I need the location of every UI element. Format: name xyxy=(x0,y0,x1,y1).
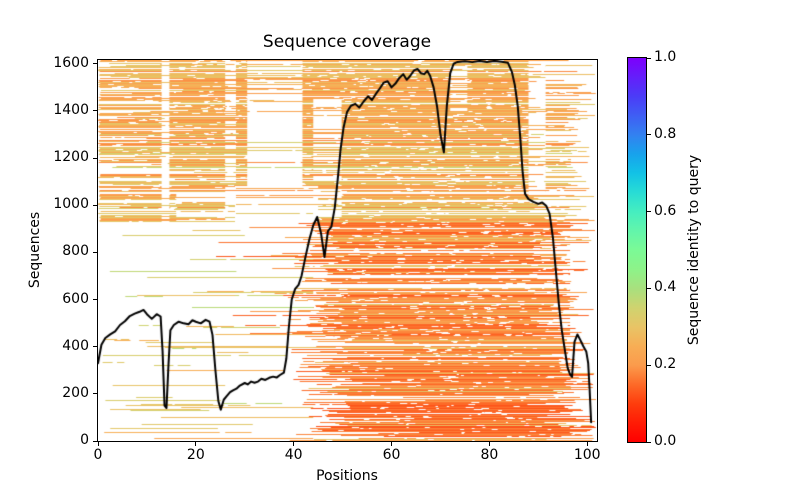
colorbar-tick-mark xyxy=(647,134,651,136)
y-tick-label: 600 xyxy=(62,290,89,307)
y-tick-label: 800 xyxy=(62,243,89,260)
x-tick-mark xyxy=(97,442,99,446)
y-tick-mark xyxy=(93,393,97,395)
x-tick-mark xyxy=(391,442,393,446)
colorbar-tick-mark xyxy=(647,287,651,289)
y-tick-label: 1200 xyxy=(53,149,89,166)
plot-area xyxy=(97,59,598,442)
x-tick-label: 80 xyxy=(480,447,499,463)
colorbar-tick-label: 0.4 xyxy=(654,279,677,296)
x-tick-label: 60 xyxy=(382,447,401,463)
colorbar-label: Sequence identity to query xyxy=(686,154,702,346)
x-tick-mark xyxy=(586,442,588,446)
y-tick-mark xyxy=(93,346,97,348)
y-tick-label: 1600 xyxy=(53,54,89,71)
y-tick-mark xyxy=(93,299,97,301)
x-tick-label: 0 xyxy=(93,447,103,463)
colorbar xyxy=(627,57,647,443)
msa-heatmap-canvas xyxy=(98,60,597,441)
y-tick-mark xyxy=(93,440,97,442)
y-tick-mark xyxy=(93,63,97,65)
y-tick-mark xyxy=(93,157,97,159)
x-tick-mark xyxy=(293,442,295,446)
x-tick-label: 100 xyxy=(573,447,601,463)
y-tick-label: 1400 xyxy=(53,101,89,118)
x-tick-mark xyxy=(488,442,490,446)
colorbar-tick-mark xyxy=(647,364,651,366)
colorbar-tick-label: 0.0 xyxy=(654,433,677,449)
colorbar-tick-label: 0.8 xyxy=(654,125,677,142)
y-tick-mark xyxy=(93,110,97,112)
y-tick-label: 400 xyxy=(62,337,89,354)
x-tick-mark xyxy=(195,442,197,446)
y-axis-label: Sequences xyxy=(27,211,43,289)
colorbar-tick-label: 0.2 xyxy=(654,356,677,373)
x-tick-label: 40 xyxy=(284,447,303,463)
x-axis-label: Positions xyxy=(316,468,378,484)
y-tick-label: 0 xyxy=(80,432,89,448)
colorbar-tick-mark xyxy=(647,441,651,443)
x-tick-label: 20 xyxy=(186,447,205,463)
colorbar-tick-label: 1.0 xyxy=(654,49,677,65)
colorbar-tick-mark xyxy=(647,211,651,213)
y-tick-mark xyxy=(93,204,97,206)
y-tick-label: 1000 xyxy=(53,196,89,213)
chart-title: Sequence coverage xyxy=(262,32,432,52)
colorbar-tick-label: 0.6 xyxy=(654,202,677,219)
y-tick-mark xyxy=(93,251,97,253)
colorbar-gradient xyxy=(628,58,646,442)
y-tick-label: 200 xyxy=(62,384,89,401)
colorbar-tick-mark xyxy=(647,57,651,59)
